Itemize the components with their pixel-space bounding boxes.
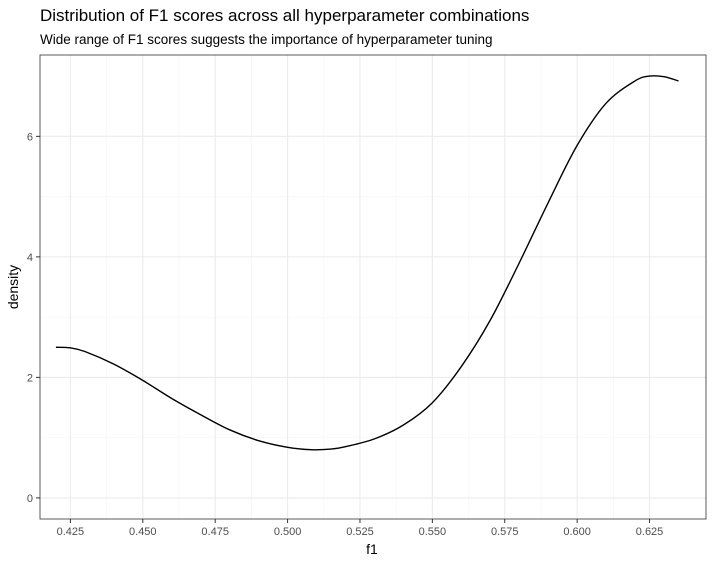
x-tick-label: 0.475	[201, 526, 229, 538]
y-tick-label: 2	[27, 372, 33, 384]
major-gridlines	[40, 55, 706, 519]
chart-title: Distribution of F1 scores across all hyp…	[40, 6, 529, 25]
x-tick-label: 0.425	[57, 526, 85, 538]
x-tick-label: 0.625	[636, 526, 664, 538]
y-tick-label: 0	[27, 493, 33, 505]
x-tick-label: 0.450	[129, 526, 157, 538]
density-curve	[55, 75, 679, 451]
y-axis-title: density	[5, 265, 21, 309]
panel-border	[39, 54, 707, 520]
y-tick-label: 4	[27, 252, 33, 264]
x-tick-label: 0.525	[346, 526, 374, 538]
x-tick-label: 0.600	[563, 526, 591, 538]
x-tick-label: 0.575	[491, 526, 519, 538]
y-axis: 0 2 4 6	[27, 131, 40, 505]
y-tick-label: 6	[27, 131, 33, 143]
minor-gridlines	[40, 55, 706, 519]
x-tick-label: 0.550	[419, 526, 447, 538]
x-axis-title: f1	[366, 541, 378, 557]
chart-subtitle: Wide range of F1 scores suggests the imp…	[40, 32, 493, 47]
x-axis: 0.425 0.450 0.475 0.500 0.525 0.550 0.575 0.600…	[57, 519, 664, 538]
x-tick-label: 0.500	[274, 526, 302, 538]
